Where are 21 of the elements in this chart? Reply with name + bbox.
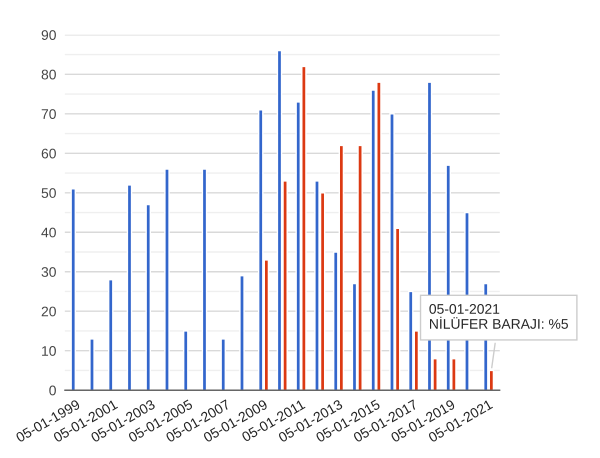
- y-tick-label: 10: [42, 346, 56, 356]
- y-tick-label: 0: [49, 386, 56, 396]
- bar: [70, 188, 76, 390]
- y-tick-label: 80: [42, 70, 56, 80]
- y-tick-label: 50: [42, 188, 56, 198]
- bar: [202, 168, 208, 390]
- y-tick-label: 90: [42, 30, 56, 40]
- annotation: 05-01-2021 NİLÜFER BARAJI: %5: [429, 304, 568, 329]
- bar: [182, 330, 188, 390]
- y-tick-label: 30: [42, 267, 56, 277]
- y-tick-label: 20: [42, 306, 56, 316]
- bar: [126, 184, 132, 390]
- y-tick-label: 60: [42, 148, 56, 158]
- y-tick-label: 70: [42, 109, 56, 119]
- bar: [145, 204, 151, 390]
- bar: [108, 278, 114, 390]
- y-tick-label: 40: [41, 228, 56, 238]
- bar: [220, 338, 226, 390]
- bar: [164, 168, 170, 390]
- bar: [239, 275, 245, 390]
- bar: [89, 338, 95, 390]
